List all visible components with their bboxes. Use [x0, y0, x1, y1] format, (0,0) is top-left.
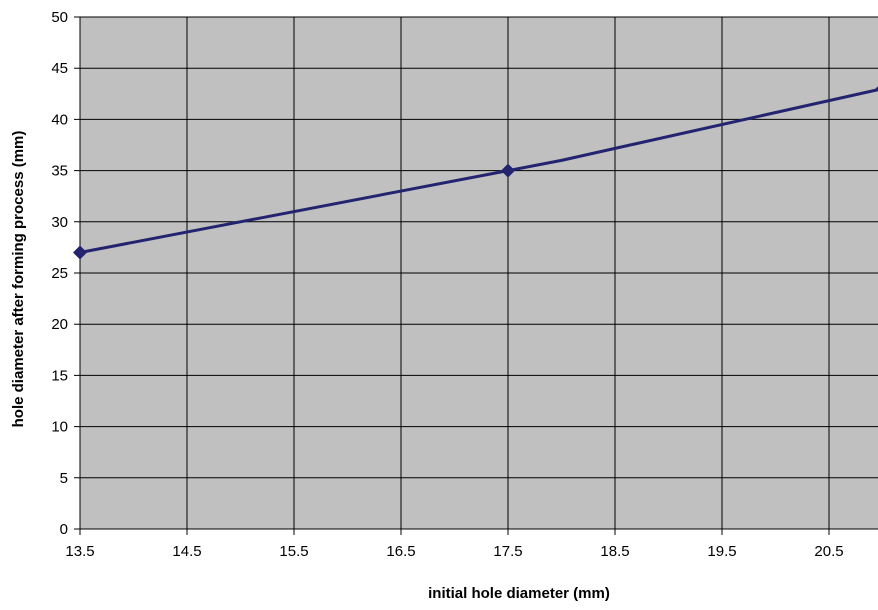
series-line-group — [73, 86, 878, 260]
x-tick-label: 17.5 — [493, 543, 522, 560]
y-tick-label: 15 — [51, 367, 68, 384]
y-tick-label: 20 — [51, 316, 68, 333]
x-tick-label: 14.5 — [172, 543, 201, 560]
x-tick-label: 16.5 — [386, 543, 415, 560]
y-axis-title: hole diameter after forming process (mm) — [10, 131, 27, 428]
y-tick-label: 50 — [51, 9, 68, 26]
y-tick-label: 10 — [51, 419, 68, 436]
x-tick-label: 13.5 — [65, 543, 94, 560]
x-tick-label: 20.5 — [814, 543, 843, 560]
data-point-marker — [501, 163, 515, 178]
y-tick-label: 45 — [51, 60, 68, 77]
y-tick-label: 25 — [51, 265, 68, 282]
y-tick-label: 5 — [60, 470, 68, 487]
y-tick-label: 30 — [51, 214, 68, 231]
x-tick-labels: 13.5 14.5 15.5 16.5 17.5 18.5 19.5 20.5 — [65, 543, 843, 560]
grid-lines — [74, 16, 878, 535]
x-tick-label: 19.5 — [707, 543, 736, 560]
x-tick-label: 18.5 — [600, 543, 629, 560]
x-tick-label: 15.5 — [279, 543, 308, 560]
data-point-marker — [73, 245, 87, 260]
y-tick-label: 40 — [51, 111, 68, 128]
y-tick-labels: 0 5 10 15 20 25 30 35 40 45 50 — [51, 9, 68, 538]
y-tick-label: 35 — [51, 163, 68, 180]
y-tick-label: 0 — [60, 521, 68, 538]
x-axis-title: initial hole diameter (mm) — [428, 585, 610, 602]
data-point-marker — [875, 86, 878, 92]
